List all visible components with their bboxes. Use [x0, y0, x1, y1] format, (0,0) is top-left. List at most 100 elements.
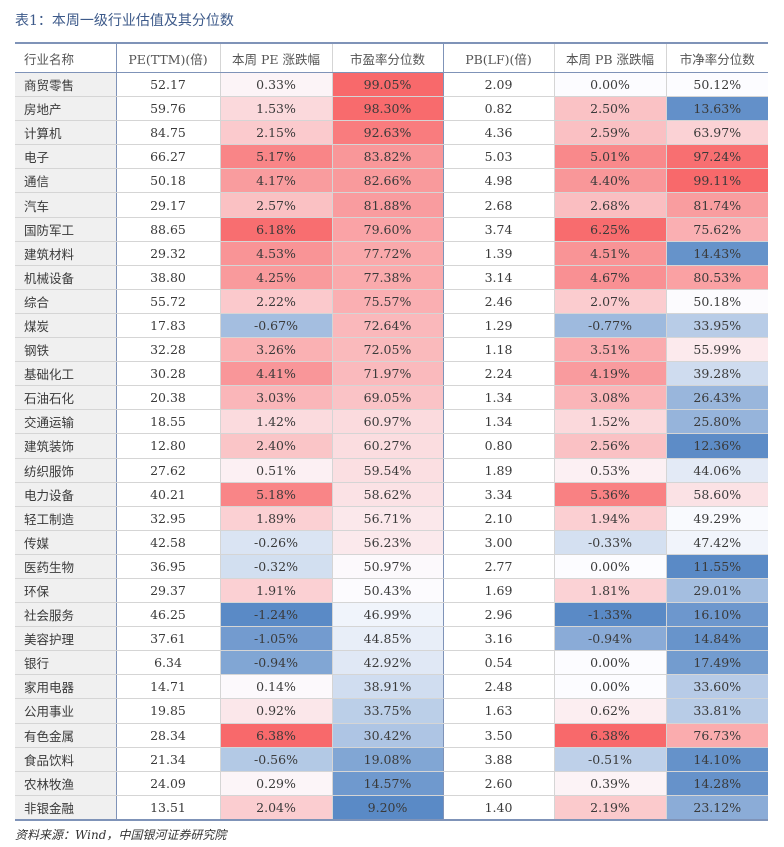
pe-change: 0.33%: [220, 72, 333, 98]
pe-change: -1.24%: [220, 602, 333, 628]
pb-value: 1.34: [443, 409, 555, 435]
table-row: 基础化工 30.28 4.41% 71.97% 2.24 4.19% 39.28%: [15, 361, 768, 387]
table-row: 国防军工 88.65 6.18% 79.60% 3.74 6.25% 75.62%: [15, 217, 768, 242]
pe-change: -0.94%: [220, 650, 333, 676]
industry-name: 电子: [15, 144, 117, 170]
pe-value: 18.55: [116, 409, 221, 435]
pb-value: 1.29: [443, 313, 555, 339]
pb-value: 2.60: [443, 771, 555, 796]
pb-change: 5.36%: [554, 482, 667, 507]
pe-value: 40.21: [116, 482, 221, 507]
pb-percentile: 26.43%: [666, 385, 768, 411]
pe-percentile: 46.99%: [332, 602, 444, 628]
pe-value: 36.95: [116, 554, 221, 579]
pe-change: 2.57%: [220, 192, 333, 218]
pb-change: 3.08%: [554, 385, 667, 411]
industry-name: 通信: [15, 168, 117, 194]
pe-percentile: 9.20%: [332, 795, 444, 821]
industry-name: 公用事业: [15, 698, 117, 724]
header-pe-change: 本周 PE 涨跌幅: [220, 43, 333, 73]
pb-percentile: 14.28%: [666, 771, 768, 796]
table-row: 公用事业 19.85 0.92% 33.75% 1.63 0.62% 33.81%: [15, 698, 768, 724]
pb-percentile: 63.97%: [666, 120, 768, 146]
pe-value: 42.58: [116, 530, 221, 555]
table-row: 有色金属 28.34 6.38% 30.42% 3.50 6.38% 76.73%: [15, 723, 768, 748]
pe-value: 17.83: [116, 313, 221, 339]
pe-value: 29.37: [116, 578, 221, 604]
pe-change: 6.18%: [220, 217, 333, 242]
pb-value: 0.82: [443, 96, 555, 122]
pe-change: 4.25%: [220, 265, 333, 290]
pb-percentile: 97.24%: [666, 144, 768, 170]
pe-change: 0.14%: [220, 674, 333, 700]
pb-percentile: 33.81%: [666, 698, 768, 724]
pb-value: 2.46: [443, 289, 555, 314]
industry-name: 交通运输: [15, 409, 117, 435]
pb-change: 3.51%: [554, 337, 667, 363]
pe-value: 21.34: [116, 747, 221, 772]
pe-value: 24.09: [116, 771, 221, 796]
pe-value: 84.75: [116, 120, 221, 146]
pb-percentile: 33.95%: [666, 313, 768, 339]
industry-name: 银行: [15, 650, 117, 676]
pb-value: 0.80: [443, 433, 555, 459]
table-row: 农林牧渔 24.09 0.29% 14.57% 2.60 0.39% 14.28%: [15, 771, 768, 796]
industry-name: 医药生物: [15, 554, 117, 579]
industry-name: 电力设备: [15, 482, 117, 507]
industry-name: 机械设备: [15, 265, 117, 290]
industry-name: 社会服务: [15, 602, 117, 628]
pb-change: -0.94%: [554, 626, 667, 652]
pb-value: 3.74: [443, 217, 555, 242]
pe-percentile: 33.75%: [332, 698, 444, 724]
pe-percentile: 72.64%: [332, 313, 444, 339]
pe-value: 52.17: [116, 72, 221, 98]
pb-value: 2.77: [443, 554, 555, 579]
pe-value: 88.65: [116, 217, 221, 242]
industry-name: 轻工制造: [15, 506, 117, 531]
industry-name: 美容护理: [15, 626, 117, 652]
pb-change: 2.19%: [554, 795, 667, 821]
pb-percentile: 29.01%: [666, 578, 768, 604]
pb-change: 2.59%: [554, 120, 667, 146]
pb-percentile: 17.49%: [666, 650, 768, 676]
pe-change: 4.17%: [220, 168, 333, 194]
pb-change: 2.07%: [554, 289, 667, 314]
pe-value: 37.61: [116, 626, 221, 652]
pb-change: 0.00%: [554, 72, 667, 98]
industry-name: 煤炭: [15, 313, 117, 339]
industry-name: 纺织服饰: [15, 458, 117, 483]
pe-percentile: 71.97%: [332, 361, 444, 387]
pb-value: 3.16: [443, 626, 555, 652]
industry-name: 有色金属: [15, 723, 117, 748]
pb-change: 0.00%: [554, 674, 667, 700]
pb-percentile: 55.99%: [666, 337, 768, 363]
header-pb-change: 本周 PB 涨跌幅: [554, 43, 667, 73]
pb-change: 0.62%: [554, 698, 667, 724]
pb-change: -0.33%: [554, 530, 667, 555]
pb-change: 6.38%: [554, 723, 667, 748]
pe-value: 19.85: [116, 698, 221, 724]
pe-value: 50.18: [116, 168, 221, 194]
table-row: 环保 29.37 1.91% 50.43% 1.69 1.81% 29.01%: [15, 578, 768, 604]
pb-percentile: 25.80%: [666, 409, 768, 435]
pe-change: -1.05%: [220, 626, 333, 652]
pb-percentile: 44.06%: [666, 458, 768, 483]
pb-value: 3.00: [443, 530, 555, 555]
pe-change: 5.17%: [220, 144, 333, 170]
pb-percentile: 39.28%: [666, 361, 768, 387]
pb-value: 0.54: [443, 650, 555, 676]
pe-percentile: 83.82%: [332, 144, 444, 170]
pe-percentile: 79.60%: [332, 217, 444, 242]
table-row: 电子 66.27 5.17% 83.82% 5.03 5.01% 97.24%: [15, 144, 768, 170]
table-row: 商贸零售 52.17 0.33% 99.05% 2.09 0.00% 50.12%: [15, 72, 768, 98]
pb-percentile: 58.60%: [666, 482, 768, 507]
pe-percentile: 19.08%: [332, 747, 444, 772]
pe-value: 46.25: [116, 602, 221, 628]
table-row: 计算机 84.75 2.15% 92.63% 4.36 2.59% 63.97%: [15, 120, 768, 146]
pb-value: 2.48: [443, 674, 555, 700]
valuation-table: 行业名称 PE(TTM)(倍) 本周 PE 涨跌幅 市盈率分位数 PB(LF)(…: [15, 42, 768, 821]
pe-percentile: 50.43%: [332, 578, 444, 604]
pe-change: 1.89%: [220, 506, 333, 531]
pb-value: 1.89: [443, 458, 555, 483]
header-row: 行业名称 PE(TTM)(倍) 本周 PE 涨跌幅 市盈率分位数 PB(LF)(…: [15, 43, 768, 73]
